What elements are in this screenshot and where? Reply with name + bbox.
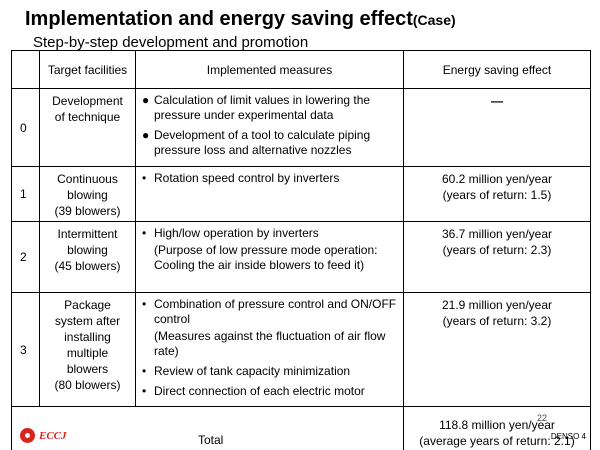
row-measures: • Combination of pressure control and ON/… [135,292,404,407]
header-energy-saving-effect: Energy saving effect [403,50,591,89]
row-number: 3 [11,292,40,407]
effect-line: (years of return: 1.5) [442,188,552,202]
header-no [11,50,40,89]
effect-line: 118.8 million yen/year [439,418,555,432]
facility-line: installing [64,330,111,344]
measure-text: High/low operation by inverters [154,226,319,240]
table-row: 3 Package system after installing multip… [11,292,591,407]
row-number: 2 [11,221,40,293]
facility-line: Intermittent [57,227,118,241]
facility-line: Development [52,94,123,108]
slide-title: Implementation and energy saving effect(… [25,8,456,31]
bullet-marker: ● [142,128,150,142]
measure-item: • Direct connection of each electric moto… [142,384,399,399]
facility-line: system after [54,314,121,328]
effect-line: (years of return: 2.3) [442,243,552,257]
company-label: DENSO 4 [550,432,586,441]
measure-text: Development of a tool to calculate pipin… [154,128,371,157]
total-row: Total 118.8 million yen/year (average ye… [11,406,591,450]
bullet-marker: • [142,297,147,311]
facility-line: (39 blowers) [54,204,121,218]
eccj-logo: ECCJ [20,428,67,443]
slide-subtitle: Step-by-step development and promotion [33,34,309,51]
effect-line: 60.2 million yen/year [441,172,553,186]
header-row: Target facilities Implemented measures E… [11,50,591,89]
eccj-logo-icon [20,428,35,443]
table-row: 0 Development of technique ● Calculation … [11,88,591,167]
row-effect: 60.2 million yen/year (years of return: … [403,166,591,222]
row-measures: • Rotation speed control by inverters [135,166,404,222]
facility-line: multiple [66,346,109,360]
bullet-marker: • [142,226,147,240]
measure-note: (Purpose of low pressure mode operation:… [154,243,378,272]
measure-note: (Measures against the fluctuation of air… [154,329,386,358]
bullet-marker: ● [142,93,150,107]
facility-line: blowing [67,243,108,257]
measure-item: • Review of tank capacity minimization [142,364,399,379]
title-tag: (Case) [412,12,456,28]
measure-item: ● Development of a tool to calculate pipi… [142,128,399,158]
eccj-logo-text: ECCJ [39,429,67,442]
facility-line: (45 blowers) [54,259,121,273]
row-effect: 21.9 million yen/year (years of return: … [403,292,591,407]
title-main: Implementation and energy saving effect [25,8,413,30]
header-target-text: Target facilities [47,62,128,77]
facility-line: Package [64,298,111,312]
effect-line: (years of return: 3.2) [442,314,552,328]
effect-line: 36.7 million yen/year [441,227,553,241]
measure-item: • High/low operation by inverters [142,226,399,241]
bullet-marker: • [142,364,147,378]
row-number: 0 [11,88,40,167]
row-effect: 36.7 million yen/year (years of return: … [403,221,591,293]
total-label: Total [198,433,224,447]
measure-text: Calculation of limit values in lowering … [154,93,371,122]
effect-line: 21.9 million yen/year [441,298,553,312]
facility-line: blowers [66,362,109,376]
facility-line: blowing [67,188,108,202]
bullet-marker: • [142,171,147,185]
facility-line: Continuous [57,172,118,186]
facility-line: (80 blowers) [54,378,121,392]
measures-table: Target facilities Implemented measures E… [11,50,591,450]
header-target-facilities: Target facilities [39,50,136,89]
total-effect: 118.8 million yen/year (average years of… [403,406,591,450]
row-facility: Continuous blowing (39 blowers) [39,166,136,222]
measure-item: ● Calculation of limit values in lowering… [142,93,399,123]
measure-text: Combination of pressure control and ON/O… [154,297,397,326]
measure-item: • Combination of pressure control and ON/… [142,297,399,327]
facility-line: of technique [54,110,121,124]
page-number: 22 [537,413,548,423]
row-facility: Package system after installing multiple… [39,292,136,407]
total-label-cell: Total [11,406,404,450]
measure-text: Direct connection of each electric motor [154,384,365,398]
table-row: 2 Intermittent blowing (45 blowers) • Hig… [11,221,591,293]
effect-line: — [491,94,503,108]
header-implemented-measures: Implemented measures [135,50,404,89]
measure-item: • Rotation speed control by inverters [142,171,399,186]
measure-text: Review of tank capacity minimization [154,364,351,378]
row-facility: Development of technique [39,88,136,167]
table-row: 1 Continuous blowing (39 blowers) • Rotat… [11,166,591,222]
measure-text: Rotation speed control by inverters [154,171,340,185]
row-facility: Intermittent blowing (45 blowers) [39,221,136,293]
row-measures: • High/low operation by inverters (Purpos… [135,221,404,293]
row-number: 1 [11,166,40,222]
effect-line: (average years of return: 2.1) [419,434,575,448]
row-effect: — [403,88,591,167]
row-measures: ● Calculation of limit values in lowering… [135,88,404,167]
bullet-marker: • [142,384,147,398]
